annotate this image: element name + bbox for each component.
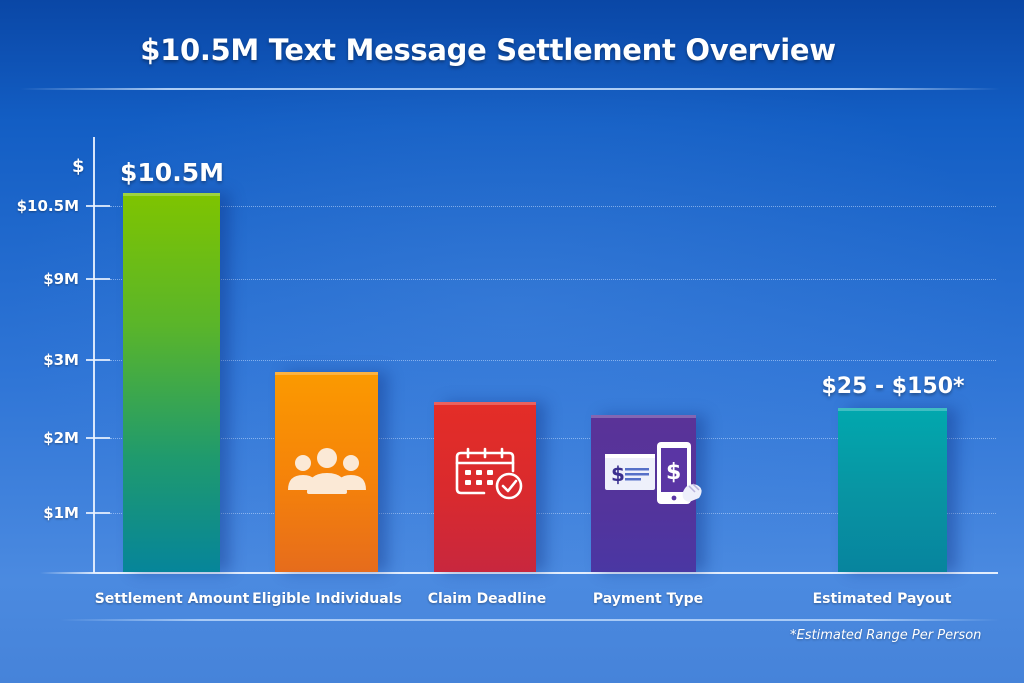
y-tick-mark	[86, 437, 110, 439]
calendar-check-icon	[455, 447, 523, 500]
svg-text:$: $	[611, 462, 625, 486]
bar-payment-type: $ $	[591, 415, 702, 572]
bar-settlement-amount	[123, 193, 220, 572]
y-tick-label: $10.5M	[16, 197, 79, 215]
y-tick-mark	[86, 512, 110, 514]
bar-eligible-individuals	[275, 372, 378, 572]
y-tick-label: $2M	[43, 429, 79, 447]
title-divider	[20, 88, 1000, 90]
check-and-mobile-payment-icon: $ $	[605, 442, 702, 504]
grid-line	[110, 206, 996, 207]
svg-text:$: $	[666, 460, 681, 485]
bar-value-label-estimated-payout: $25 - $150*	[821, 374, 965, 399]
y-tick-mark	[86, 278, 110, 280]
y-axis-unit: $	[72, 156, 85, 177]
footnote: *Estimated Range Per Person	[790, 628, 982, 643]
grid-line	[110, 360, 996, 361]
y-tick-label: $3M	[43, 351, 79, 369]
y-tick-mark	[86, 205, 110, 207]
y-tick-label: $1M	[43, 504, 79, 522]
y-tick-mark	[86, 359, 110, 361]
x-axis-line	[40, 572, 998, 574]
people-group-icon	[288, 448, 366, 494]
grid-line	[110, 438, 996, 439]
y-tick-label: $9M	[43, 270, 79, 288]
bar-value-label-settlement-amount: $10.5M	[120, 158, 224, 187]
grid-line	[110, 279, 996, 280]
category-label: Estimated Payout	[812, 591, 952, 607]
y-axis-line	[93, 137, 95, 573]
category-label: Settlement Amount	[94, 591, 250, 607]
category-label: Claim Deadline	[427, 591, 547, 607]
bar-estimated-payout	[838, 408, 947, 572]
category-label: Payment Type	[592, 591, 704, 607]
chart-title: $10.5M Text Message Settlement Overview	[140, 33, 836, 67]
bottom-divider	[60, 619, 1000, 621]
category-label: Eligible Individuals	[252, 591, 402, 607]
bar-claim-deadline	[434, 402, 536, 572]
grid-line	[110, 513, 996, 514]
